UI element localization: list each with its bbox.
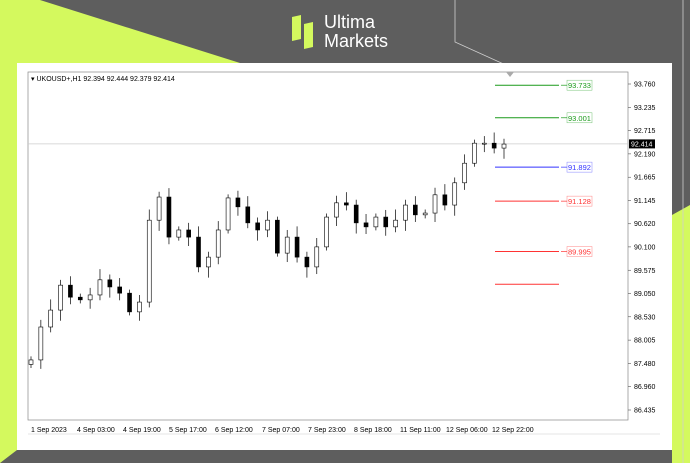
candle-body	[38, 326, 44, 361]
level-label: 93.733	[568, 81, 591, 90]
candle-body	[501, 143, 507, 149]
candle-body	[284, 236, 290, 254]
candle-body	[403, 204, 408, 221]
candle-body	[324, 216, 329, 248]
candle-body	[481, 142, 487, 145]
y-tick-label: 86.435	[634, 408, 656, 415]
candle-body	[373, 216, 379, 228]
candle-body	[344, 202, 349, 206]
candle-body	[97, 279, 103, 296]
level-label-box	[566, 112, 593, 124]
x-tick-label: 4 Sep 19:00	[123, 427, 161, 434]
candle-body	[186, 229, 191, 238]
candle-body	[452, 182, 458, 206]
candle-body	[235, 197, 241, 208]
level-label-box	[566, 195, 593, 207]
level-label-box	[566, 246, 593, 257]
x-tick-label: 6 Sep 12:00	[215, 427, 253, 434]
x-tick-label: 12 Sep 06:00	[446, 427, 488, 434]
candle-body	[146, 219, 152, 303]
level-label-box	[566, 79, 593, 91]
candle-body	[491, 142, 497, 149]
candle-body	[245, 206, 251, 224]
candle-body	[442, 194, 448, 206]
candle-body	[462, 162, 467, 184]
lime-triangle	[0, 0, 240, 463]
current-price-label: 92.414	[631, 141, 653, 148]
y-tick-label: 92.190	[634, 151, 656, 158]
shift-marker-icon	[506, 72, 514, 77]
candle-body	[472, 142, 477, 164]
level-label: 91.128	[568, 197, 591, 206]
candle-body	[215, 229, 221, 258]
candle-body	[265, 219, 270, 231]
x-tick-label: 7 Sep 23:00	[308, 427, 346, 434]
candle-body	[77, 296, 83, 301]
y-tick-label: 86.960	[634, 384, 656, 391]
y-tick-label: 92.715	[634, 128, 656, 135]
candle-body	[176, 229, 182, 238]
candle-body	[196, 236, 201, 268]
symbol-header-text: UKOUSD+,H1 92.394 92.444 92.379 92.414	[36, 76, 175, 83]
logo-line1: Ultima	[324, 12, 376, 32]
level-label: 89.995	[568, 248, 591, 257]
x-tick-label: 4 Sep 03:00	[77, 427, 115, 434]
candle-body	[275, 219, 280, 254]
candle-body	[225, 197, 231, 231]
logo-line2: Markets	[324, 31, 389, 51]
level-label: 93.001	[568, 114, 591, 123]
candle-body	[117, 286, 122, 294]
candle-body	[58, 284, 63, 311]
candle-body	[334, 202, 339, 218]
x-tick-label: 12 Sep 22:00	[492, 427, 534, 434]
candle-body	[314, 246, 320, 268]
x-tick-label: 8 Sep 18:00	[354, 427, 392, 434]
level-label-box	[566, 161, 593, 173]
y-tick-label: 90.100	[634, 244, 656, 251]
candle-body	[255, 222, 260, 231]
candle-body	[383, 216, 389, 228]
candle-body	[353, 204, 359, 224]
y-tick-label: 93.235	[634, 105, 656, 112]
candle-body	[432, 194, 438, 214]
y-tick-label: 90.620	[634, 221, 656, 228]
candle-body	[127, 292, 132, 313]
candle-body	[137, 301, 142, 313]
candle-body	[28, 359, 34, 365]
candle-body	[304, 256, 310, 268]
candle-body	[206, 256, 211, 268]
symbol-header: ▾ UKOUSD+,H1 92.394 92.444 92.379 92.414	[31, 76, 175, 83]
y-tick-label: 91.145	[634, 198, 656, 205]
x-tick-label: 11 Sep 11:00	[400, 427, 441, 434]
y-tick-label: 91.665	[634, 175, 656, 182]
current-price-badge	[629, 139, 655, 149]
candle-body	[413, 204, 418, 216]
candle-body	[393, 219, 398, 228]
y-tick-label: 89.575	[634, 268, 656, 275]
candle-body	[156, 196, 162, 221]
candle-body	[294, 236, 300, 258]
logo-icon	[292, 15, 313, 49]
x-tick-label: 7 Sep 07:00	[262, 427, 300, 434]
candle-body	[87, 294, 93, 301]
ultima-markets-logo: Ultima Markets	[292, 13, 388, 51]
candle-body	[422, 212, 428, 216]
y-tick-label: 93.760	[634, 82, 656, 89]
x-tick-label: 1 Sep 2023	[31, 427, 67, 434]
candle-body	[68, 284, 73, 298]
y-tick-label: 89.050	[634, 291, 656, 298]
x-tick-label: 5 Sep 17:00	[169, 427, 207, 434]
y-tick-label: 87.480	[634, 361, 656, 368]
candle-body	[107, 279, 113, 288]
candle-body	[166, 196, 172, 238]
y-tick-label: 88.530	[634, 314, 656, 321]
lime-corner	[672, 205, 690, 463]
y-tick-label: 88.005	[634, 338, 656, 345]
candle-body	[363, 222, 369, 228]
candle-body	[48, 309, 54, 328]
level-label: 91.892	[568, 163, 591, 172]
